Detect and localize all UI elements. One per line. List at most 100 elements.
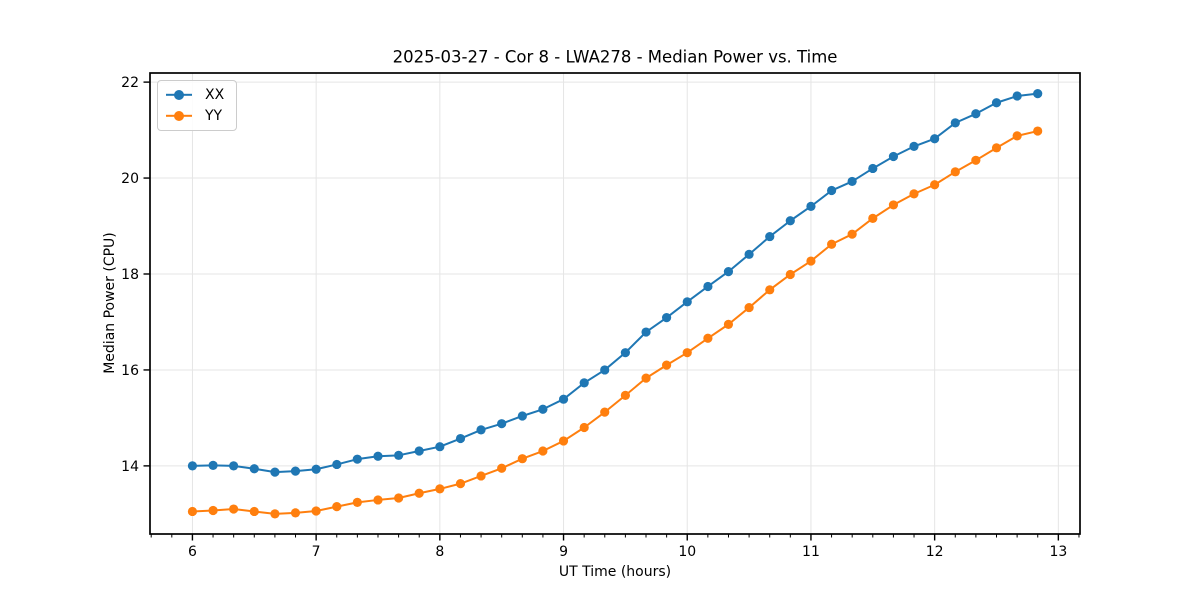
- x-tick-label: 13: [1049, 544, 1067, 560]
- data-point-yy: [765, 285, 775, 295]
- data-point-xx: [641, 327, 651, 337]
- data-point-yy: [373, 495, 383, 505]
- data-point-xx: [620, 348, 630, 358]
- data-point-yy: [579, 422, 589, 433]
- x-tick-label: 10: [678, 544, 696, 560]
- data-point-xx: [311, 464, 321, 474]
- x-tick-label: 9: [559, 544, 568, 560]
- plot-frame: [149, 72, 1081, 535]
- data-point-yy: [971, 155, 981, 165]
- data-point-yy: [558, 436, 569, 446]
- data-point-xx: [497, 419, 507, 429]
- data-point-xx: [455, 433, 466, 444]
- data-point-xx: [971, 109, 981, 119]
- data-point-xx: [806, 201, 816, 211]
- data-point-yy: [991, 143, 1002, 153]
- data-point-xx: [229, 461, 239, 471]
- data-point-xx: [682, 297, 692, 307]
- data-point-yy: [641, 373, 651, 383]
- data-point-yy: [888, 200, 899, 210]
- legend-line-marker-icon: [166, 107, 192, 125]
- data-point-yy: [868, 213, 878, 223]
- data-point-xx: [332, 459, 342, 470]
- data-point-yy: [394, 493, 404, 503]
- legend: XX YY: [157, 80, 238, 131]
- data-point-xx: [868, 163, 878, 174]
- data-point-yy: [723, 319, 734, 329]
- data-point-xx: [352, 454, 362, 464]
- y-axis-label: Median Power (CPU): [102, 232, 118, 374]
- data-point-xx: [414, 446, 424, 456]
- x-tick-label: 12: [926, 544, 944, 560]
- data-point-yy: [414, 488, 424, 498]
- series-line-yy: [192, 130, 1038, 515]
- data-point-xx: [600, 365, 610, 375]
- data-point-xx: [991, 98, 1002, 108]
- data-point-xx: [208, 460, 218, 471]
- data-point-xx: [394, 450, 404, 460]
- data-point-yy: [827, 239, 837, 249]
- data-point-xx: [249, 464, 259, 474]
- data-point-yy: [208, 505, 218, 516]
- data-point-xx: [579, 378, 589, 388]
- data-point-xx: [785, 216, 795, 226]
- data-point-yy: [538, 446, 548, 456]
- data-point-yy: [517, 454, 527, 464]
- data-point-xx: [435, 442, 445, 452]
- data-point-yy: [332, 502, 342, 512]
- data-point-yy: [476, 471, 486, 481]
- legend-label: XX: [205, 87, 225, 103]
- data-point-yy: [744, 302, 754, 313]
- y-tick-label: 18: [121, 267, 139, 283]
- x-axis-label: UT Time (hours): [558, 564, 672, 580]
- data-point-yy: [455, 479, 466, 489]
- data-point-yy: [311, 506, 321, 516]
- data-point-yy: [497, 463, 507, 473]
- data-point-yy: [1012, 131, 1022, 141]
- data-point-xx: [950, 118, 960, 128]
- data-point-yy: [703, 333, 713, 343]
- data-point-xx: [765, 231, 775, 242]
- x-tick-label: 8: [435, 544, 444, 560]
- data-point-xx: [661, 313, 672, 323]
- legend-label: YY: [205, 108, 223, 124]
- data-point-yy: [806, 256, 816, 266]
- data-point-xx: [517, 411, 527, 421]
- x-tick-label: 11: [802, 544, 820, 560]
- data-point-yy: [435, 484, 445, 494]
- data-point-xx: [703, 281, 713, 292]
- data-point-yy: [620, 390, 630, 400]
- data-point-yy: [290, 508, 301, 518]
- series-line-xx: [192, 92, 1038, 474]
- data-point-yy: [661, 360, 672, 370]
- data-point-xx: [476, 425, 486, 435]
- y-tick-label: 20: [121, 171, 139, 187]
- data-point-yy: [187, 506, 198, 517]
- data-point-yy: [352, 497, 362, 507]
- data-point-xx: [270, 467, 280, 477]
- data-point-yy: [930, 180, 940, 190]
- data-point-xx: [1033, 89, 1043, 99]
- data-point-xx: [888, 151, 899, 162]
- data-point-xx: [290, 466, 301, 476]
- legend-line-marker-icon: [166, 86, 192, 104]
- data-point-yy: [1033, 126, 1043, 136]
- data-point-xx: [1012, 91, 1022, 101]
- x-tick-label: 6: [188, 544, 197, 560]
- data-point-yy: [682, 348, 692, 358]
- data-point-yy: [270, 509, 280, 519]
- chart-title: 2025-03-27 - Cor 8 - LWA278 - Median Pow…: [392, 47, 838, 67]
- data-point-xx: [538, 404, 548, 414]
- data-point-yy: [229, 504, 239, 514]
- data-point-xx: [187, 461, 198, 471]
- legend-item-xx: XX: [166, 86, 224, 104]
- data-point-yy: [847, 229, 857, 239]
- data-point-yy: [909, 189, 919, 199]
- y-tick-label: 16: [121, 363, 139, 379]
- y-tick-label: 14: [121, 459, 139, 475]
- data-point-xx: [930, 134, 940, 144]
- y-tick-label: 22: [121, 75, 139, 91]
- x-tick-label: 7: [312, 544, 321, 560]
